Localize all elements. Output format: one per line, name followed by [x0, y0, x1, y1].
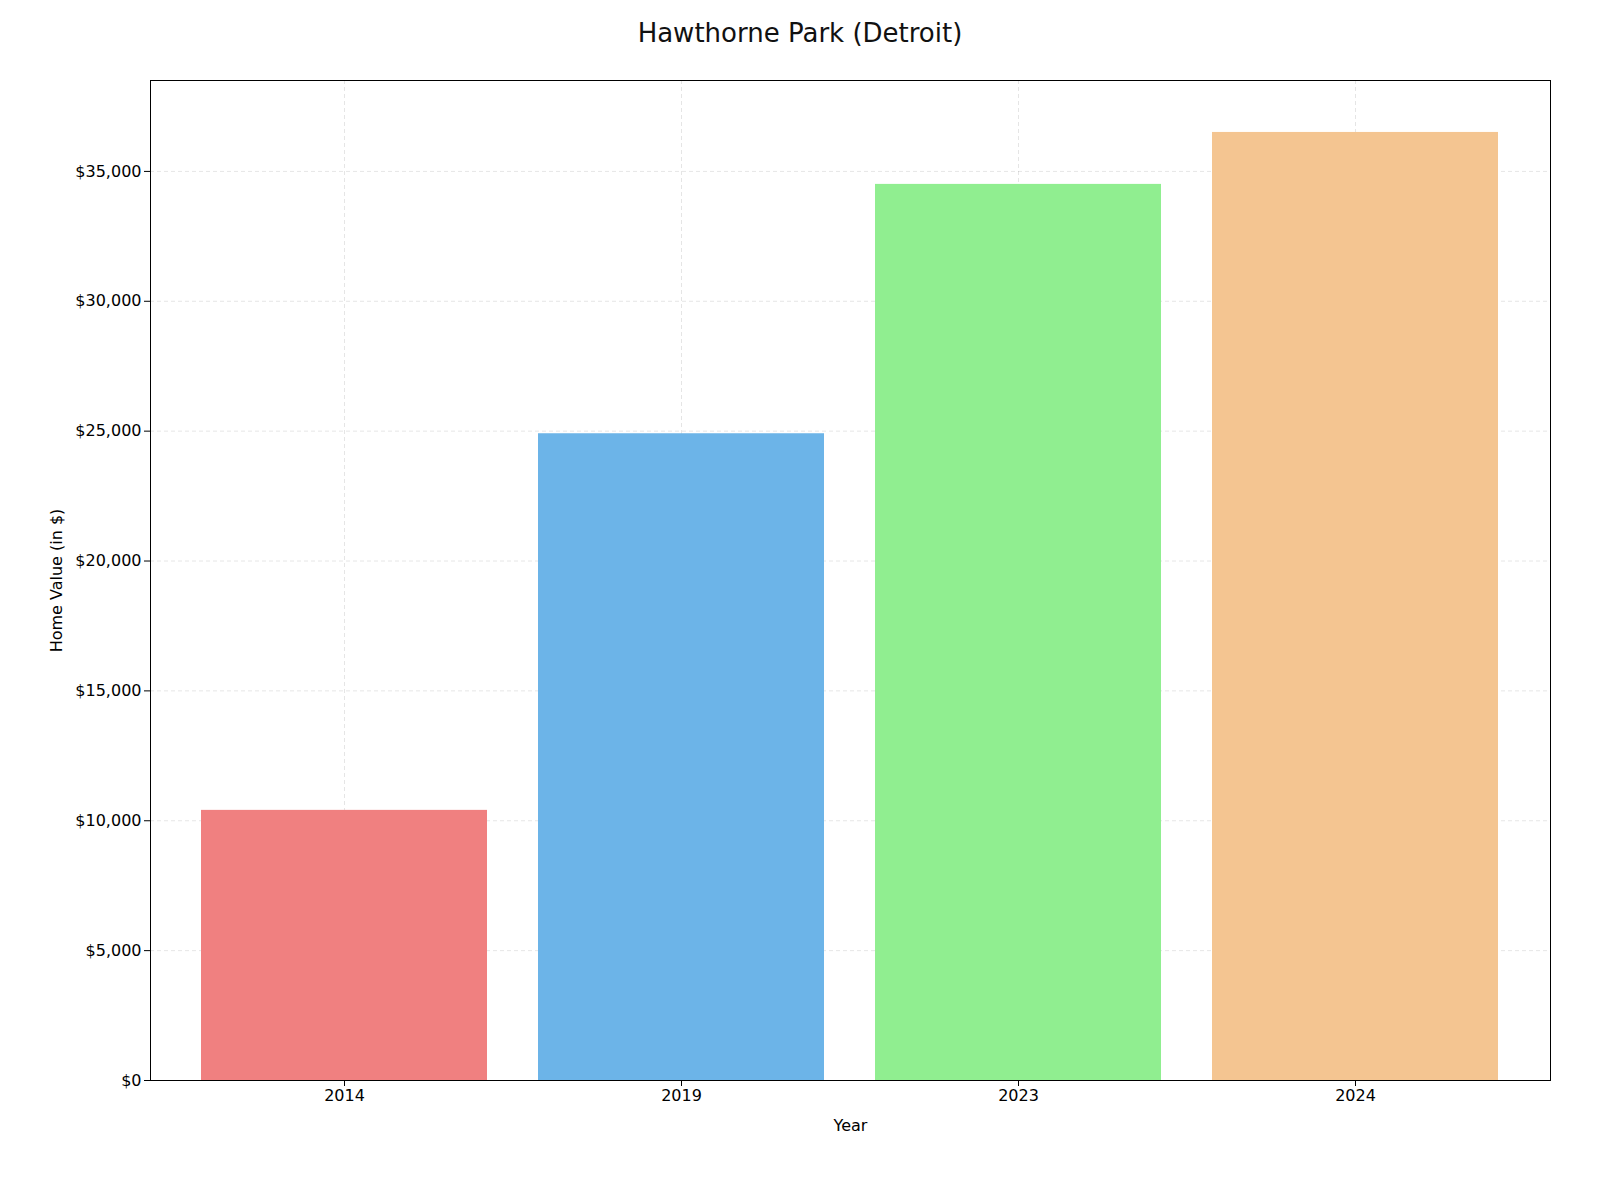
svg-text:$10,000: $10,000 [75, 811, 141, 830]
svg-text:$25,000: $25,000 [75, 421, 141, 440]
svg-text:2023: 2023 [998, 1086, 1039, 1105]
svg-text:2014: 2014 [324, 1086, 365, 1105]
html-text:Hawthorne Park (Detroit): Hawthorne Park (Detroit) [637, 18, 963, 48]
svg-text:Year: Year [833, 1116, 868, 1135]
svg-text:2019: 2019 [661, 1086, 702, 1105]
svg-text:$5,000: $5,000 [86, 941, 142, 960]
svg-text:$35,000: $35,000 [75, 162, 141, 181]
svg-text:$0: $0 [121, 1071, 141, 1090]
svg-text:$15,000: $15,000 [75, 681, 141, 700]
svg-text:Home Value (in $): Home Value (in $) [47, 509, 66, 653]
svg-text:2024: 2024 [1335, 1086, 1376, 1105]
svg-text:$20,000: $20,000 [75, 551, 141, 570]
svg-text:$30,000: $30,000 [75, 291, 141, 310]
